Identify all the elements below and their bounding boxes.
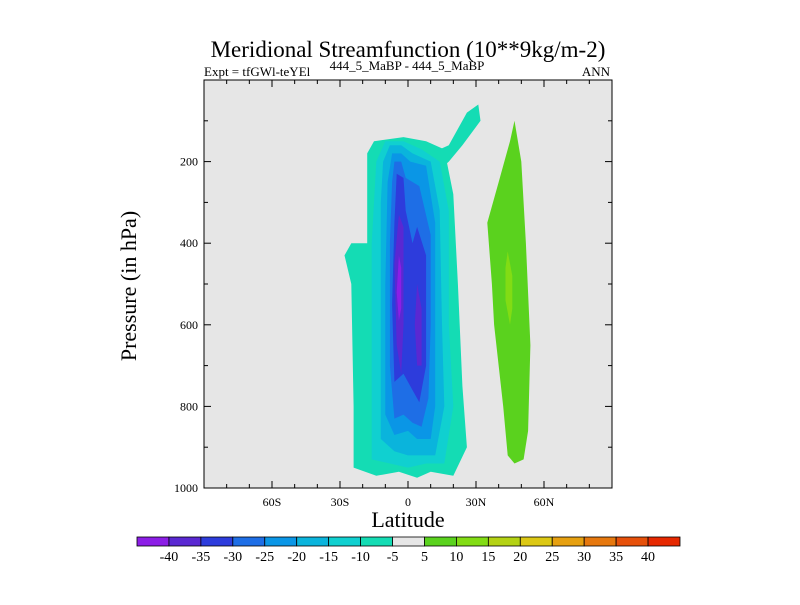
colorbar-label: -30	[223, 550, 242, 565]
colorbar-swatch	[360, 536, 393, 547]
colorbar-swatch	[328, 536, 361, 547]
colorbar-swatch	[168, 536, 202, 547]
contour-cells	[344, 104, 531, 478]
colorbar-label: -25	[255, 550, 274, 565]
colorbar-label: 5	[421, 550, 428, 565]
negative-cell-n-arm	[430, 104, 481, 170]
x-tick-label: 30N	[466, 495, 487, 509]
positive-cell-10	[505, 251, 513, 325]
colorbar-label: -20	[287, 550, 306, 565]
negative-cell-40	[396, 255, 402, 321]
y-tick-label: 600	[180, 318, 198, 332]
colorbar-label: -40	[160, 550, 179, 565]
y-tick-label: 400	[180, 236, 198, 250]
colorbar-label: 20	[513, 550, 527, 565]
colorbar-swatch	[392, 536, 425, 547]
x-tick-label: 60S	[263, 495, 282, 509]
colorbar-label: 15	[481, 550, 495, 565]
negative-cell-35-north	[414, 284, 422, 366]
chart-title: Meridional Streamfunction (10**9kg/m-2)	[211, 37, 606, 62]
colorbar-swatch	[200, 536, 234, 547]
colorbar-swatch	[615, 536, 649, 547]
colorbar-label: 25	[545, 550, 559, 565]
colorbar-swatch	[487, 536, 521, 547]
y-tick-label: 1000	[174, 481, 198, 495]
colorbar-label: 35	[609, 550, 623, 565]
colorbar-swatch	[456, 536, 489, 547]
x-axis-label: Latitude	[371, 507, 444, 532]
y-tick-label: 800	[180, 399, 198, 413]
colorbar-swatch	[647, 536, 681, 547]
colorbar-swatch	[551, 536, 585, 547]
chart-subtitle-right: ANN	[582, 64, 611, 79]
colorbar-swatch	[136, 536, 170, 547]
colorbar-swatch	[424, 536, 457, 547]
axes: 60S 30S 0 30N 60N 200 400 600 800 1000	[174, 80, 612, 509]
colorbar-swatch	[296, 536, 330, 547]
y-axis-label: Pressure (in hPa)	[116, 211, 141, 361]
y-tick-label: 200	[180, 155, 198, 169]
colorbar-label: 10	[449, 550, 463, 565]
x-tick-label: 60N	[534, 495, 555, 509]
colorbar-label: -10	[351, 550, 370, 565]
colorbar-swatch	[264, 536, 298, 547]
colorbar-label: -15	[319, 550, 338, 565]
chart-subtitle-center: 444_5_MaBP - 444_5_MaBP	[330, 58, 485, 73]
chart-subtitle-left: Expt = tfGWl-teYEl	[204, 64, 311, 79]
colorbar-swatch	[519, 536, 553, 547]
x-tick-label: 0	[405, 495, 411, 509]
colorbar-label: -35	[192, 550, 211, 565]
colorbar-label: -5	[387, 550, 399, 565]
x-tick-label: 30S	[331, 495, 350, 509]
colorbar-swatch	[232, 536, 266, 547]
colorbar-label: 30	[577, 550, 591, 565]
colorbar-label: 40	[641, 550, 655, 565]
colorbar-swatch	[583, 536, 617, 547]
colorbar: -40 -35 -30 -25 -20 -15 -10 -5 5 10 15 20 25 30 35 40	[136, 536, 681, 565]
